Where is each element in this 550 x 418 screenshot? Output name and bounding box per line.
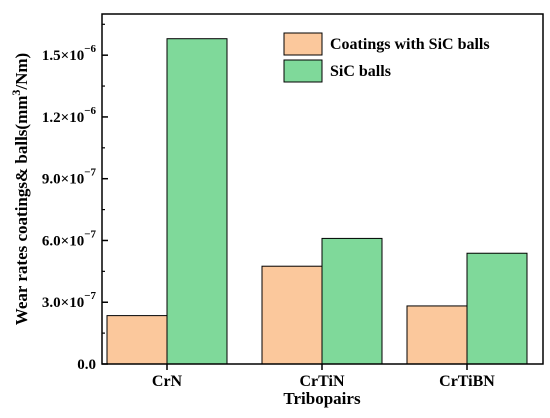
y-tick-label: 1.2×10−6 <box>42 105 97 126</box>
y-axis-title: Wear rates coatings& balls(mm3/Nm) <box>9 53 31 325</box>
x-tick-label-crtibn: CrTiBN <box>439 373 495 390</box>
y-axis-title-text: Wear rates coatings& balls(mm <box>12 96 31 326</box>
y-tick-mantissa: 1.5×10 <box>42 48 84 64</box>
bar-crtibn-sic-balls <box>466 252 528 365</box>
bars-layer <box>106 38 528 365</box>
y-tick-label: 1.5×10−6 <box>42 43 97 64</box>
y-tick-label: 3.0×10−7 <box>42 290 97 311</box>
x-tick-label-crtin: CrTiN <box>299 373 344 390</box>
bar-crtibn-coatings <box>406 305 468 365</box>
y-axis: 0.03.0×10−76.0×10−79.0×10−71.2×10−61.5×1… <box>42 23 108 373</box>
bar-crtin-sic-balls <box>321 237 383 365</box>
y-tick-mantissa: 6.0×10 <box>42 233 84 249</box>
y-tick-mantissa: 9.0×10 <box>42 172 84 188</box>
legend-swatch-coatings <box>283 32 323 56</box>
y-axis-title-end: /Nm) <box>12 53 31 91</box>
y-tick-exponent: −7 <box>84 290 96 302</box>
x-axis: CrN CrTiN CrTiBN <box>152 364 495 390</box>
y-tick-label: 9.0×10−7 <box>42 167 97 188</box>
y-tick-exponent: −7 <box>84 167 96 179</box>
y-tick-label: 0.0 <box>77 357 96 373</box>
legend: Coatings with SiC balls SiC balls <box>283 32 490 83</box>
x-tick-label-crn: CrN <box>152 373 183 390</box>
bar-crn-coatings <box>106 315 168 365</box>
y-tick-exponent: −7 <box>84 228 96 240</box>
y-tick-exponent: −6 <box>84 43 96 55</box>
y-tick-label: 6.0×10−7 <box>42 228 97 249</box>
y-tick-mantissa: 0.0 <box>77 357 96 373</box>
legend-label-coatings: Coatings with SiC balls <box>330 36 490 53</box>
y-axis-title-superscript: 3 <box>9 90 23 96</box>
y-tick-mantissa: 1.2×10 <box>42 110 84 126</box>
bar-crn-sic-balls <box>166 38 228 365</box>
legend-label-sic-balls: SiC balls <box>330 63 391 80</box>
bar-crtin-coatings <box>261 265 323 365</box>
x-axis-title: Tribopairs <box>283 389 361 408</box>
legend-swatch-sic-balls <box>283 59 323 83</box>
y-tick-mantissa: 3.0×10 <box>42 295 84 311</box>
y-tick-exponent: −6 <box>84 105 96 117</box>
